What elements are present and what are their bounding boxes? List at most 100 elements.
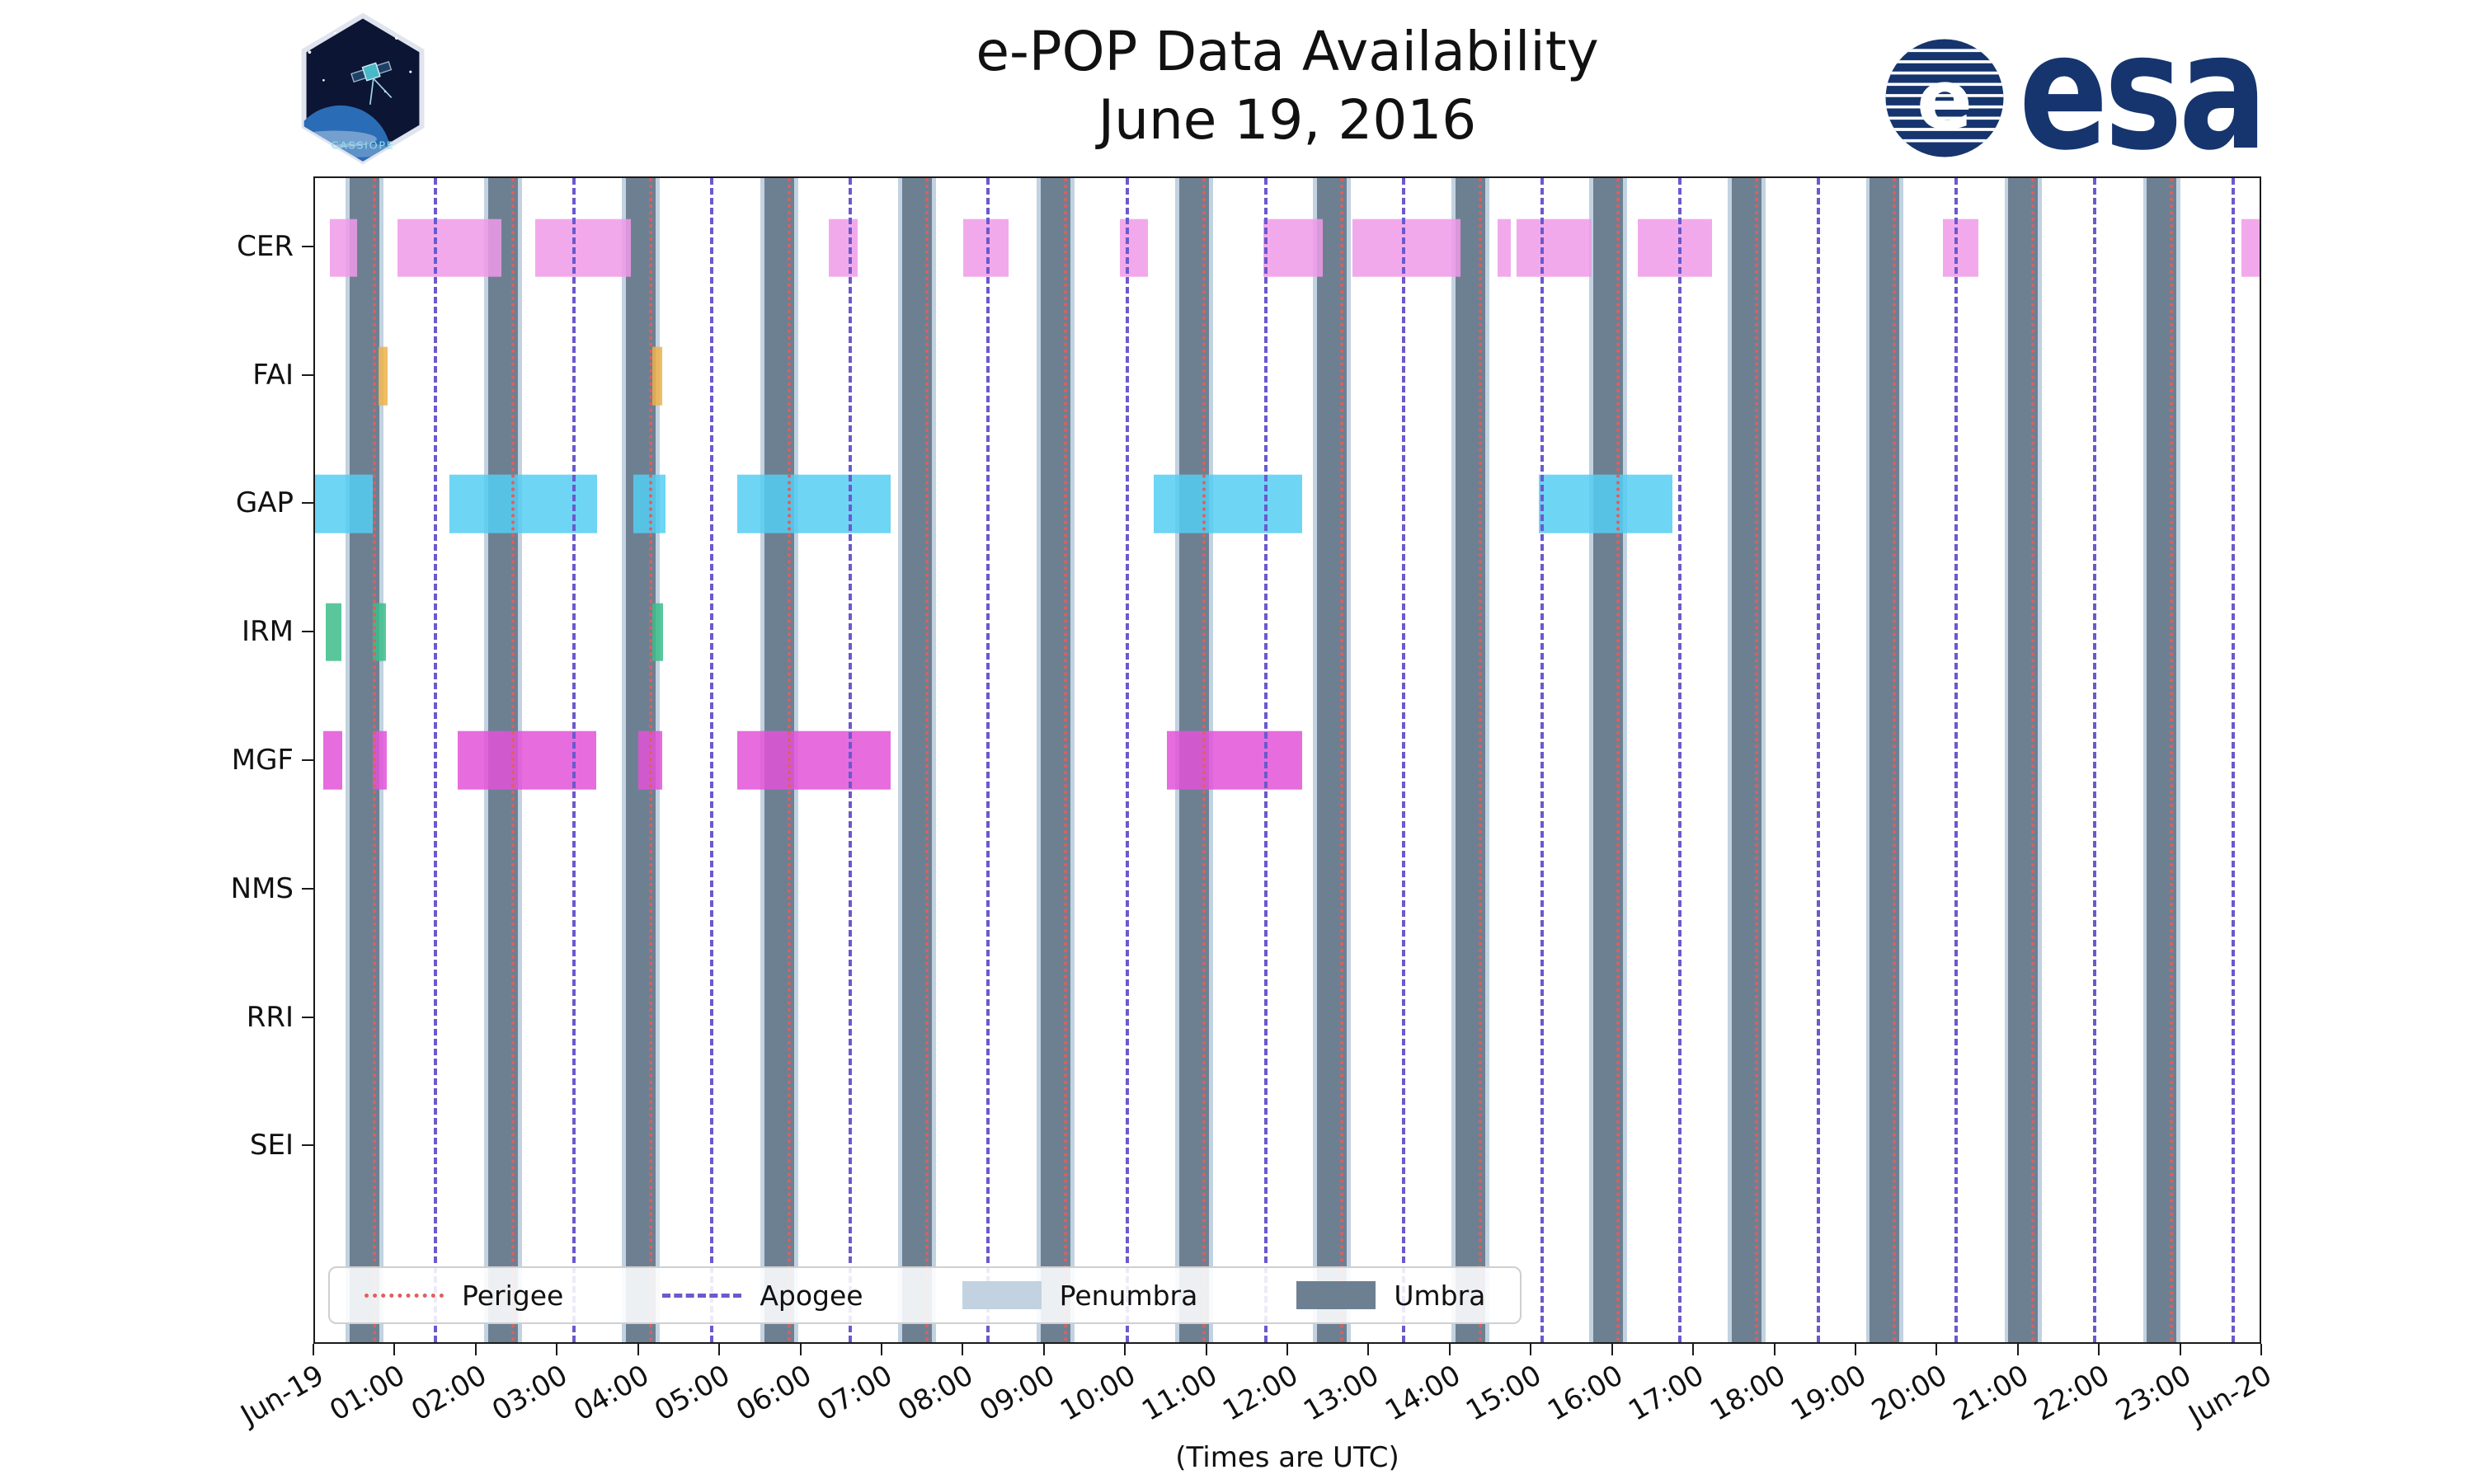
- perigee-line: [510, 178, 515, 1342]
- legend: Perigee Apogee Penumbra Umbra: [328, 1266, 1522, 1324]
- y-axis-label-mgf: MGF: [231, 744, 294, 777]
- x-tick-mark: [1205, 1344, 1207, 1355]
- x-tick-label: 18:00: [1704, 1359, 1791, 1428]
- x-tick-mark: [2098, 1344, 2100, 1355]
- availability-bar-fai: [378, 346, 388, 406]
- chart-subtitle: June 19, 2016: [1098, 87, 1477, 152]
- apogee-line: [1125, 178, 1129, 1342]
- x-tick-label: 16:00: [1541, 1359, 1629, 1428]
- x-tick-label: 21:00: [1947, 1359, 2034, 1428]
- svg-text:e: e: [1917, 51, 1973, 148]
- apogee-line: [572, 178, 576, 1342]
- x-tick-label: 14:00: [1379, 1359, 1466, 1428]
- y-axis-label-sei: SEI: [249, 1129, 294, 1162]
- perigee-line: [787, 178, 791, 1342]
- x-tick-mark: [313, 1344, 314, 1355]
- availability-bar-cer: [397, 218, 501, 278]
- apogee-line: [1401, 178, 1405, 1342]
- x-tick-mark: [1124, 1344, 1126, 1355]
- x-tick-label: 06:00: [730, 1359, 817, 1428]
- legend-swatch-dashed: [662, 1293, 742, 1298]
- perigee-line: [1892, 178, 1896, 1342]
- perigee-line: [648, 178, 652, 1342]
- x-tick-label: 11:00: [1136, 1359, 1223, 1428]
- apogee-line: [849, 178, 853, 1342]
- availability-bar-irm: [651, 603, 664, 661]
- apogee-line: [2092, 178, 2096, 1342]
- x-tick-label: 10:00: [1055, 1359, 1142, 1428]
- x-tick-label: 05:00: [649, 1359, 736, 1428]
- esa-globe-icon: e: [1885, 39, 2004, 157]
- x-tick-mark: [2260, 1344, 2262, 1355]
- availability-bar-cer: [963, 218, 1009, 278]
- x-tick-mark: [1448, 1344, 1451, 1355]
- apogee-line: [710, 178, 714, 1342]
- x-tick-label: 15:00: [1460, 1359, 1548, 1428]
- legend-label: Penumbra: [1059, 1279, 1198, 1312]
- perigee-line: [1616, 178, 1620, 1342]
- perigee-line: [1202, 178, 1206, 1342]
- perigee-line: [924, 178, 929, 1342]
- x-tick-mark: [2179, 1344, 2181, 1355]
- x-tick-mark: [1611, 1344, 1613, 1355]
- y-tick-mark: [302, 759, 313, 761]
- perigee-line: [1063, 178, 1067, 1342]
- legend-label: Apogee: [760, 1279, 863, 1312]
- availability-bar-gap: [449, 475, 597, 533]
- apogee-line: [1816, 178, 1820, 1342]
- esa-logo: e esa: [1882, 12, 2317, 172]
- x-tick-mark: [1854, 1344, 1856, 1355]
- availability-bar-cer: [1638, 218, 1712, 278]
- perigee-line: [1478, 178, 1482, 1342]
- y-axis-label-irm: IRM: [242, 615, 294, 649]
- perigee-line: [2030, 178, 2034, 1342]
- x-tick-mark: [1530, 1344, 1532, 1355]
- apogee-line: [1954, 178, 1958, 1342]
- x-tick-mark: [1042, 1344, 1045, 1355]
- availability-bar-cer: [1119, 218, 1148, 278]
- availability-bar-cer: [1352, 218, 1461, 278]
- x-tick-mark: [1286, 1344, 1288, 1355]
- y-tick-mark: [302, 887, 313, 890]
- patch-satellite: [350, 61, 393, 105]
- perigee-line: [2169, 178, 2173, 1342]
- availability-bar-mgf: [1166, 730, 1302, 790]
- y-tick-mark: [302, 631, 313, 633]
- availability-bar-cer: [1942, 218, 1979, 278]
- y-axis-label-fai: FAI: [252, 358, 294, 392]
- x-tick-mark: [1367, 1344, 1370, 1355]
- patch-mission-name: CASSIOPE: [332, 140, 395, 153]
- legend-label: Umbra: [1394, 1279, 1486, 1312]
- x-tick-label: 17:00: [1623, 1359, 1710, 1428]
- legend-swatch-patch: [1296, 1281, 1376, 1309]
- legend-item-penumbra: Penumbra: [962, 1279, 1198, 1312]
- x-tick-label: 02:00: [405, 1359, 492, 1428]
- x-axis-caption: (Times are UTC): [1175, 1441, 1399, 1474]
- perigee-line: [372, 178, 376, 1342]
- cassiope-patch-graphic: CASSIOPE: [301, 12, 425, 165]
- apogee-line: [1263, 178, 1268, 1342]
- x-tick-label: 04:00: [567, 1359, 655, 1428]
- legend-label: Perigee: [462, 1279, 564, 1312]
- y-tick-mark: [302, 1144, 313, 1147]
- x-tick-mark: [962, 1344, 964, 1355]
- x-tick-label: 09:00: [973, 1359, 1061, 1428]
- x-tick-label: 23:00: [2109, 1359, 2197, 1428]
- y-axis: CER FAI GAP IRM MGF NMS RRI SEI: [0, 176, 294, 1344]
- y-axis-label-cer: CER: [237, 229, 294, 263]
- esa-logo-text: esa: [2019, 0, 2268, 186]
- apogee-line: [1677, 178, 1681, 1342]
- availability-bar-cer: [535, 218, 632, 278]
- availability-bar-cer: [1517, 218, 1592, 278]
- apogee-line: [2231, 178, 2235, 1342]
- x-tick-label: 22:00: [2029, 1359, 2116, 1428]
- y-tick-mark: [302, 1016, 313, 1018]
- apogee-line: [434, 178, 438, 1342]
- x-tick-label: 13:00: [1298, 1359, 1385, 1428]
- availability-bar-gap: [736, 475, 891, 533]
- availability-bar-cer: [1263, 218, 1324, 278]
- availability-bar-fai: [651, 346, 662, 406]
- availability-bar-cer: [329, 218, 358, 278]
- y-axis-label-rri: RRI: [246, 1000, 294, 1034]
